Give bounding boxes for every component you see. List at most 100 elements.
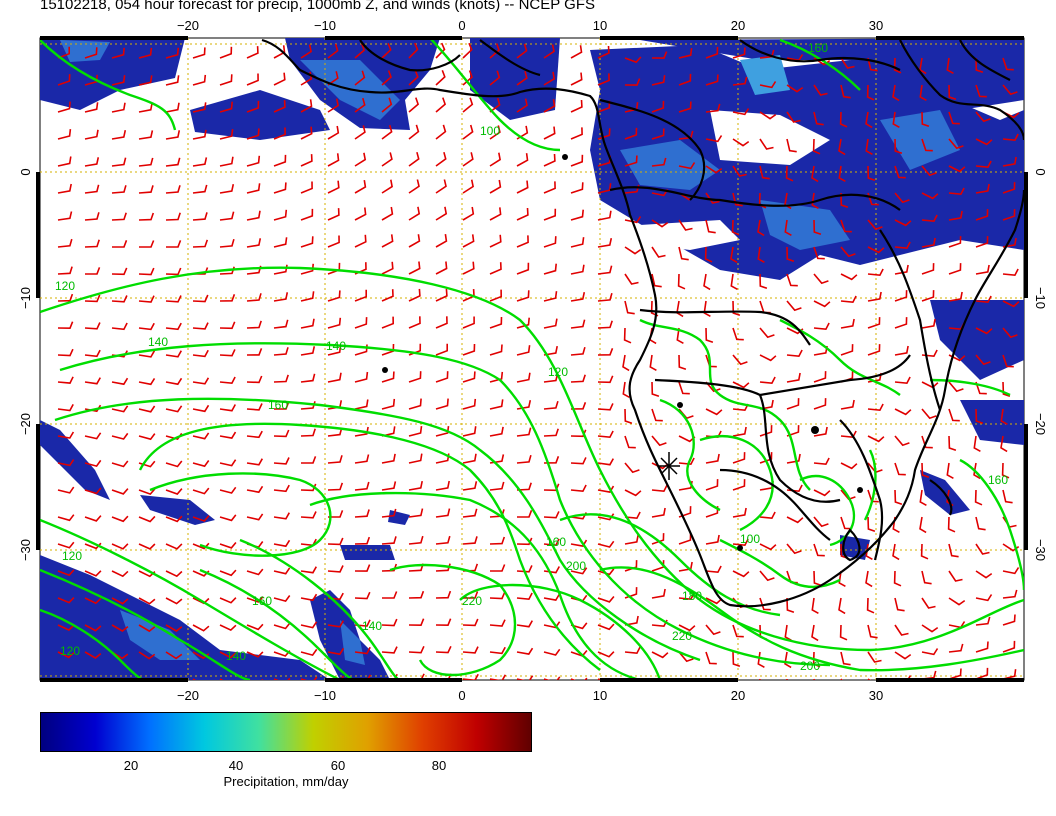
wind-barb — [300, 236, 314, 248]
wind-barb — [381, 618, 398, 627]
tick-label: −20 — [1033, 413, 1048, 435]
wind-barb — [84, 515, 102, 522]
wind-barb — [57, 404, 74, 412]
wind-barb — [894, 597, 905, 612]
wind-barb — [1002, 133, 1019, 142]
wind-barb — [865, 111, 873, 129]
wind-barb — [948, 111, 960, 125]
wind-barb — [327, 565, 344, 573]
contour-label: 160 — [268, 398, 288, 412]
wind-barb — [730, 273, 738, 290]
wind-barb — [111, 597, 129, 605]
colorbar-label: 60 — [330, 758, 346, 773]
wind-barb — [1002, 57, 1014, 71]
wind-barb — [489, 536, 506, 545]
wind-barb — [408, 508, 424, 518]
wind-barb — [300, 318, 315, 329]
wind-barb — [138, 75, 153, 86]
wind-barb — [165, 405, 183, 413]
wind-barb — [921, 214, 938, 223]
wind-barb — [516, 454, 532, 464]
wind-barb — [705, 103, 721, 113]
wind-barb — [489, 591, 506, 600]
wind-barb — [354, 564, 371, 572]
wind-barb — [732, 570, 750, 578]
wind-barb — [192, 349, 209, 358]
wind-barb — [138, 405, 156, 413]
wind-barb — [246, 375, 263, 384]
wind-barb — [328, 510, 344, 518]
wind-barb — [975, 138, 993, 146]
wind-barb — [219, 541, 237, 549]
wind-barb — [327, 43, 339, 59]
wind-barb — [516, 537, 533, 546]
wind-barb — [300, 456, 317, 464]
wind-barb — [84, 432, 102, 440]
wind-barb — [921, 138, 933, 152]
wind-barb — [165, 47, 180, 59]
wind-barb — [705, 408, 723, 416]
wind-barb — [570, 539, 588, 547]
contour-label: 160 — [988, 473, 1008, 487]
wind-barb — [489, 344, 503, 356]
wind-barb — [139, 240, 155, 248]
wind-barb — [246, 623, 264, 631]
wind-barb — [948, 597, 966, 606]
wind-barb — [489, 97, 501, 113]
wind-barb — [300, 566, 317, 574]
wind-barb — [651, 381, 660, 398]
wind-barb — [516, 235, 529, 248]
lat-ticks-right: 0 −10 −20 −30 — [1033, 168, 1048, 561]
wind-barb — [975, 264, 990, 275]
wind-barb — [246, 238, 262, 248]
tick-label: 10 — [593, 688, 607, 703]
wind-barb — [57, 651, 75, 659]
wind-barb — [597, 348, 614, 356]
wind-barb — [111, 543, 129, 550]
wind-barb — [894, 408, 912, 416]
wind-barb — [543, 538, 560, 547]
wind-barb — [435, 70, 446, 86]
wind-barb — [57, 46, 70, 59]
wind-barb — [165, 75, 180, 86]
wind-barb — [463, 591, 479, 599]
wind-barb — [732, 108, 750, 116]
wind-barb — [489, 619, 506, 627]
wind-barb — [543, 400, 559, 410]
wind-barb — [516, 400, 532, 410]
wind-barb — [246, 293, 262, 302]
wind-barb — [138, 102, 153, 113]
wind-barb — [839, 624, 848, 641]
wind-barb — [273, 319, 289, 329]
contour-label: 220 — [672, 629, 692, 643]
wind-barb — [973, 435, 981, 452]
wind-barb — [732, 624, 744, 638]
wind-barb — [435, 425, 450, 437]
wind-barb — [489, 70, 501, 86]
wind-barb — [894, 489, 903, 506]
wind-barb — [84, 47, 98, 59]
wind-barb — [624, 534, 639, 545]
wind-barb — [543, 153, 556, 167]
wind-barb — [111, 157, 127, 167]
wind-barb — [435, 42, 446, 59]
wind-barb — [840, 57, 855, 69]
wind-barb — [408, 70, 419, 86]
wind-barb — [462, 179, 474, 194]
wind-barb — [246, 46, 259, 59]
wind-barb — [165, 377, 183, 386]
wind-barb — [543, 181, 556, 194]
tick-label: 0 — [1033, 168, 1048, 175]
wind-barb — [300, 263, 314, 275]
wind-barb — [921, 570, 932, 585]
wind-barb — [138, 350, 156, 358]
wind-barb — [759, 354, 777, 362]
wind-barb — [192, 212, 208, 221]
wind-barb — [192, 460, 210, 468]
wind-barb — [435, 206, 448, 221]
contour-label: 120 — [62, 549, 82, 563]
wind-barb — [165, 295, 182, 303]
wind-barb — [921, 435, 933, 449]
wind-barb — [624, 300, 635, 315]
tick-label: 0 — [18, 168, 33, 175]
